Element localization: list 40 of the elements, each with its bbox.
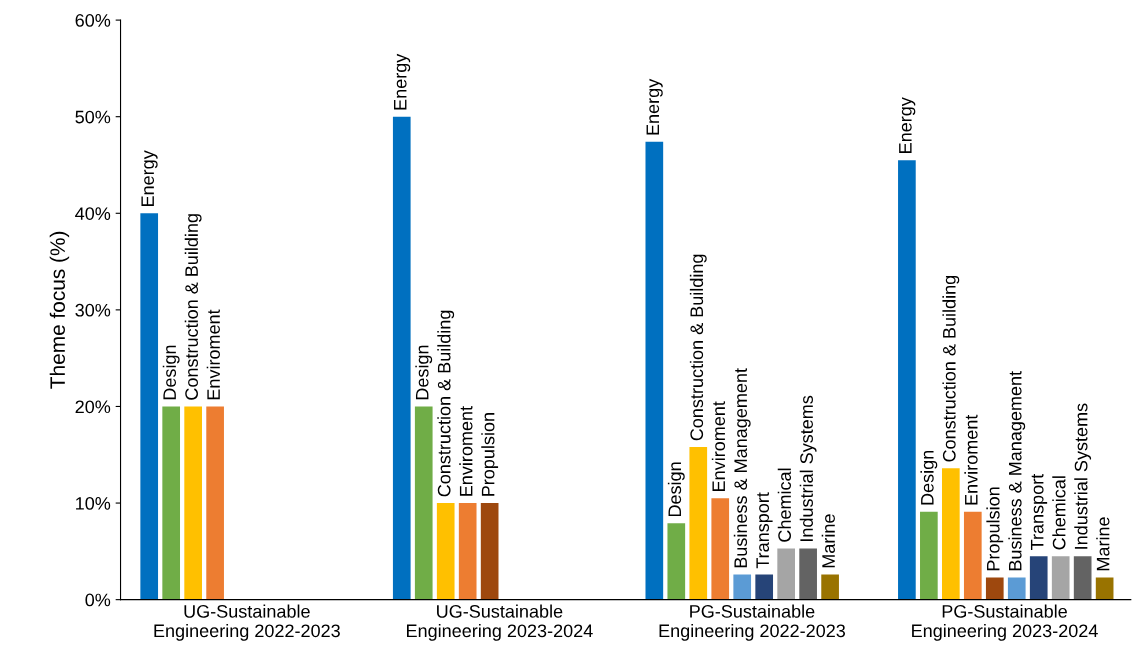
text: Enviroment: [711, 401, 726, 491]
text: Industrial Systems: [1074, 403, 1092, 549]
x-tick-label: PG-Sustainable Engineering 2022-2023: [659, 604, 846, 641]
text: Construction & Building: [184, 214, 202, 400]
text: Energy: [646, 78, 663, 135]
y-axis-title: Theme focus (%): [49, 231, 70, 389]
text: Energy: [394, 53, 411, 110]
text: Enviroment: [964, 414, 978, 505]
text: Transport: [1030, 473, 1048, 550]
y-tick-label: 20%: [75, 400, 111, 414]
text: Chemical: [777, 468, 792, 542]
y-tick-label: 0%: [85, 593, 111, 607]
text: Propulsion: [481, 413, 499, 496]
text: Construction & Building: [437, 310, 455, 497]
text: Enviroment: [459, 406, 473, 496]
x-tick-label: UG-Sustainable Engineering 2023-2024: [407, 604, 593, 641]
y-tick-label: 40%: [75, 207, 111, 220]
text: Energy: [141, 150, 158, 207]
text: Energy: [899, 97, 916, 153]
text: Design: [162, 345, 180, 400]
text: Marine: [1096, 517, 1110, 571]
y-tick-label: 60%: [75, 14, 111, 27]
text: Marine: [821, 514, 835, 568]
text: Design: [667, 462, 685, 517]
text: Construction & Building: [942, 275, 960, 462]
y-tick-label: 30%: [75, 303, 111, 317]
text: Industrial Systems: [799, 395, 817, 541]
text: Design: [415, 345, 433, 400]
text: Enviroment: [206, 309, 220, 400]
x-tick-label: PG-Sustainable Engineering 2023-2024: [912, 604, 1098, 641]
text: Transport: [756, 492, 773, 569]
text: Construction & Building: [689, 254, 707, 441]
y-tick-label: 50%: [75, 110, 111, 124]
x-tick-label: UG-Sustainable Engineering 2022-2023: [154, 604, 340, 641]
text: Propulsion: [986, 487, 1004, 571]
y-tick-label: 10%: [76, 496, 111, 510]
text: Business & Management: [733, 368, 751, 568]
text: Design: [920, 450, 938, 505]
text: Business & Management: [1008, 371, 1026, 571]
text: Chemical: [1052, 476, 1066, 550]
